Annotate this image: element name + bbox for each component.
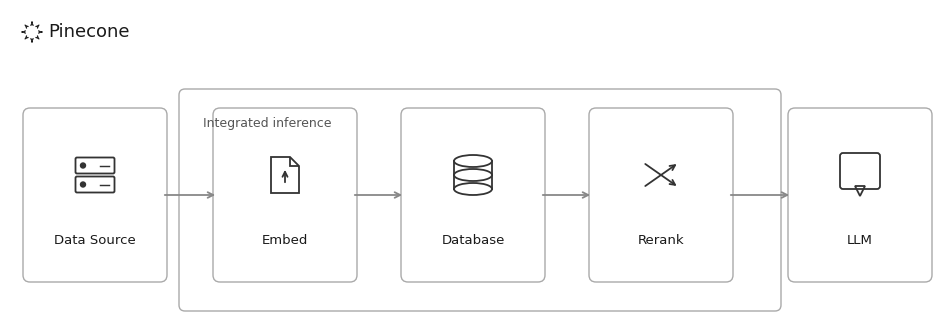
Circle shape bbox=[81, 163, 85, 168]
Text: Embed: Embed bbox=[262, 234, 308, 246]
Circle shape bbox=[81, 182, 85, 187]
Polygon shape bbox=[855, 186, 865, 196]
Text: Data Source: Data Source bbox=[54, 234, 136, 246]
FancyBboxPatch shape bbox=[401, 108, 545, 282]
Text: Database: Database bbox=[442, 234, 504, 246]
Text: Pinecone: Pinecone bbox=[48, 23, 129, 41]
Text: Integrated inference: Integrated inference bbox=[203, 117, 332, 130]
FancyBboxPatch shape bbox=[23, 108, 167, 282]
FancyBboxPatch shape bbox=[589, 108, 733, 282]
Bar bbox=[454, 175, 492, 189]
Ellipse shape bbox=[454, 169, 492, 181]
FancyBboxPatch shape bbox=[788, 108, 932, 282]
Text: Rerank: Rerank bbox=[637, 234, 684, 246]
FancyBboxPatch shape bbox=[213, 108, 357, 282]
Ellipse shape bbox=[454, 155, 492, 167]
Text: LLM: LLM bbox=[847, 234, 873, 246]
Polygon shape bbox=[271, 157, 299, 193]
Ellipse shape bbox=[454, 183, 492, 195]
Bar bbox=[454, 161, 492, 175]
